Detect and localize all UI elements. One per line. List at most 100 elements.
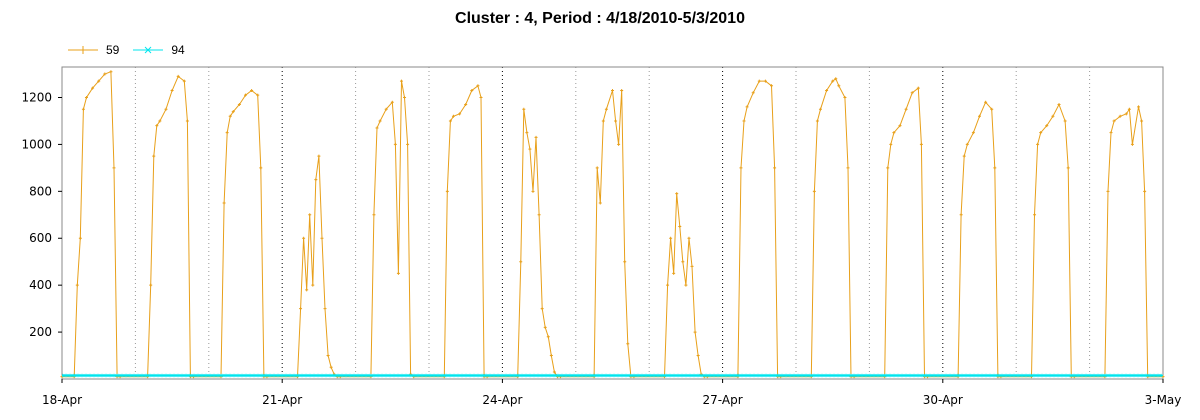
series-point-94: [338, 373, 342, 378]
series-point-94: [1158, 373, 1162, 378]
series-point-94: [994, 373, 998, 378]
series-point-59: [742, 119, 746, 123]
series-point-59: [445, 189, 449, 193]
series-point-94: [262, 373, 266, 378]
series-point-94: [710, 373, 714, 378]
series-point-94: [282, 373, 286, 378]
series-point-94: [586, 373, 590, 378]
series-point-94: [638, 373, 642, 378]
series-point-94: [842, 373, 846, 378]
series-point-59: [406, 142, 410, 146]
series-point-94: [894, 373, 898, 378]
series-point-59: [843, 95, 847, 99]
series-point-59: [1066, 166, 1070, 170]
series-point-94: [1090, 373, 1094, 378]
series-point-94: [318, 373, 322, 378]
series-point-94: [794, 373, 798, 378]
series-point-94: [914, 373, 918, 378]
series-point-59: [228, 114, 232, 118]
series-point-94: [534, 373, 538, 378]
series-point-94: [74, 373, 78, 378]
grid-layer: [134, 67, 1091, 379]
series-point-94: [134, 373, 138, 378]
series-point-94: [1142, 373, 1146, 378]
series-point-59: [815, 119, 819, 123]
series-point-94: [986, 373, 990, 378]
series-point-94: [1006, 373, 1010, 378]
series-point-94: [190, 373, 194, 378]
series-point-94: [770, 373, 774, 378]
series-point-94: [650, 373, 654, 378]
series-point-59: [690, 264, 694, 268]
series-point-94: [418, 373, 422, 378]
series-point-59: [546, 335, 550, 339]
series-point-94: [522, 373, 526, 378]
series-point-59: [739, 166, 743, 170]
series-point-94: [1130, 373, 1134, 378]
series-point-94: [122, 373, 126, 378]
series-point-59: [614, 119, 618, 123]
series-point-94: [922, 373, 926, 378]
series-point-94: [334, 373, 338, 378]
series-line-59: [62, 70, 1163, 378]
series-point-94: [1018, 373, 1022, 378]
series-point-94: [674, 373, 678, 378]
series-point-59: [984, 100, 988, 104]
series-point-94: [658, 373, 662, 378]
series-point-94: [890, 373, 894, 378]
series-point-59: [308, 213, 312, 217]
series-point-94: [538, 373, 542, 378]
series-point-94: [594, 373, 598, 378]
series-point-59: [155, 124, 159, 128]
series-point-94: [722, 373, 726, 378]
series-point-94: [902, 373, 906, 378]
series-point-94: [686, 373, 690, 378]
series-point-94: [238, 373, 242, 378]
series-point-94: [358, 373, 362, 378]
x-tick-label: 24-Apr: [482, 393, 522, 407]
series-point-59: [476, 84, 480, 88]
series-point-59: [910, 91, 914, 95]
series-point-94: [866, 373, 870, 378]
series-point-59: [299, 307, 303, 311]
series-point-94: [130, 373, 134, 378]
series-point-94: [602, 373, 606, 378]
series-point-94: [466, 373, 470, 378]
chart-title: Cluster : 4, Period : 4/18/2010-5/3/2010: [455, 10, 745, 27]
series-point-94: [730, 373, 734, 378]
series-point-59: [1036, 142, 1040, 146]
series-point-59: [464, 103, 468, 107]
series-point-94: [662, 373, 666, 378]
series-point-94: [406, 373, 410, 378]
series-point-59: [540, 307, 544, 311]
series-point-94: [210, 373, 214, 378]
series-point-94: [666, 373, 670, 378]
series-point-94: [546, 373, 550, 378]
series-point-94: [822, 373, 826, 378]
series-point-94: [1126, 373, 1130, 378]
series-point-59: [1039, 131, 1043, 135]
series-point-94: [810, 373, 814, 378]
series-point-94: [162, 373, 166, 378]
series-point-94: [270, 373, 274, 378]
y-tick-label: 800: [29, 184, 52, 198]
series-point-59: [543, 325, 547, 329]
series-point-59: [525, 131, 529, 135]
series-point-94: [1086, 373, 1090, 378]
series-point-59: [149, 283, 153, 287]
series-point-94: [354, 373, 358, 378]
series-point-59: [302, 236, 306, 240]
series-point-94: [682, 373, 686, 378]
series-point-94: [386, 373, 390, 378]
series-point-94: [718, 373, 722, 378]
series-point-94: [934, 373, 938, 378]
series-point-59: [256, 93, 260, 97]
series-point-59: [552, 370, 556, 374]
series-point-94: [558, 373, 562, 378]
series-point-94: [394, 373, 398, 378]
series-point-94: [578, 373, 582, 378]
series-point-59: [604, 107, 608, 111]
series-point-94: [342, 373, 346, 378]
series-point-59: [317, 154, 321, 158]
series-point-94: [938, 373, 942, 378]
